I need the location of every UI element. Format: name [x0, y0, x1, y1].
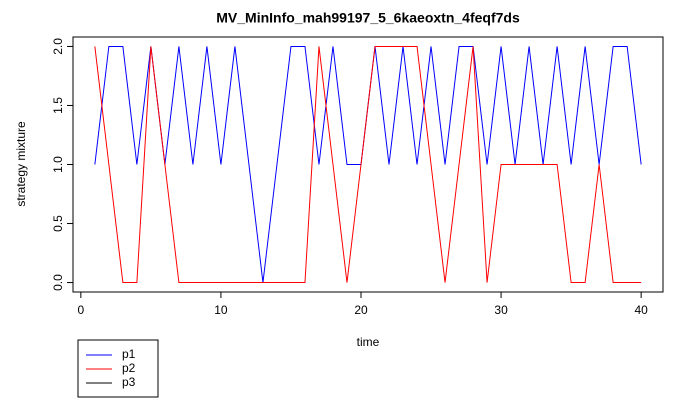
- x-tick-label: 20: [354, 303, 368, 317]
- y-tick-label: 1.0: [51, 156, 65, 173]
- x-tick-label: 40: [634, 303, 648, 317]
- chart-title: MV_MinInfo_mah99197_5_6kaeoxtn_4feqf7ds: [216, 10, 520, 26]
- x-tick-label: 30: [494, 303, 508, 317]
- legend-label: p1: [122, 347, 136, 361]
- legend-label: p2: [122, 361, 136, 375]
- y-axis-label: strategy mixture: [14, 121, 28, 207]
- x-tick-label: 10: [214, 303, 228, 317]
- series-line: [94, 45, 642, 284]
- y-tick-label: 1.5: [51, 97, 65, 114]
- x-axis-label: time: [357, 335, 380, 349]
- y-tick-label: 0.0: [51, 274, 65, 291]
- legend-label: p3: [122, 375, 136, 389]
- legend-box: [77, 339, 159, 398]
- y-tick-label: 0.5: [51, 215, 65, 232]
- y-tick-label: 2.0: [51, 38, 65, 55]
- x-tick-label: 0: [78, 303, 85, 317]
